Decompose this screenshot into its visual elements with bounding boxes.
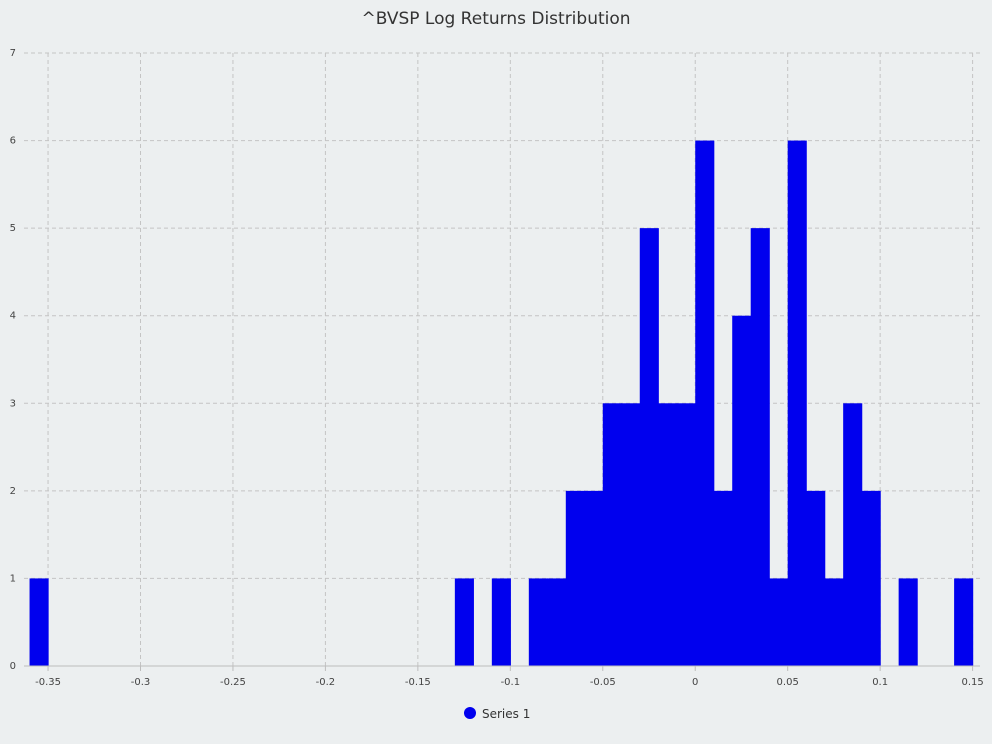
histogram-bar[interactable] — [676, 403, 696, 666]
axis-layer: 0 1 2 3 4 5 6 7 -0.35 -0.3 -0.25 -0.2 -0.15 -0.1 -0.05… — [10, 48, 984, 688]
bars-layer — [29, 140, 974, 667]
histogram-bar[interactable] — [695, 140, 715, 667]
y-tick-label: 5 — [10, 223, 16, 234]
x-tick-label: -0.3 — [131, 677, 151, 688]
y-tick-label: 2 — [10, 486, 16, 497]
histogram-bar[interactable] — [454, 578, 474, 666]
y-tick-label: 6 — [10, 136, 16, 147]
histogram-bar[interactable] — [732, 315, 752, 666]
x-tick-label: 0 — [692, 677, 698, 688]
chart-title: ^BVSP Log Returns Distribution — [361, 9, 630, 29]
histogram-bar[interactable] — [898, 578, 918, 666]
x-tick-label: -0.05 — [590, 677, 616, 688]
histogram-bar[interactable] — [621, 403, 641, 666]
y-tick-label: 1 — [10, 573, 16, 584]
histogram-bar[interactable] — [750, 228, 770, 666]
histogram-bar[interactable] — [584, 490, 604, 666]
histogram-bar[interactable] — [861, 490, 881, 666]
histogram-bar[interactable] — [547, 578, 567, 666]
histogram-bar[interactable] — [824, 578, 844, 666]
histogram-bar[interactable] — [565, 490, 585, 666]
x-tick-label: -0.2 — [316, 677, 336, 688]
histogram-bar[interactable] — [787, 140, 807, 667]
histogram-bar[interactable] — [843, 403, 863, 666]
y-tick-label: 4 — [10, 311, 16, 322]
x-tick-label: 0.05 — [777, 677, 799, 688]
x-tick-label: -0.1 — [501, 677, 521, 688]
x-tick-label: 0.1 — [872, 677, 888, 688]
y-tick-label: 7 — [10, 48, 16, 59]
x-tick-label: -0.15 — [405, 677, 431, 688]
x-tick-label: -0.25 — [220, 677, 246, 688]
histogram-bar[interactable] — [658, 403, 678, 666]
histogram-bar[interactable] — [639, 228, 659, 666]
histogram-bar[interactable] — [769, 578, 789, 666]
histogram-bar[interactable] — [29, 578, 49, 666]
histogram-bar[interactable] — [528, 578, 548, 666]
x-tick-label: 0.15 — [961, 677, 983, 688]
x-tick-label: -0.35 — [35, 677, 61, 688]
histogram-bar[interactable] — [602, 403, 622, 666]
y-tick-label: 3 — [10, 398, 16, 409]
histogram-bar[interactable] — [713, 490, 733, 666]
legend-marker-series-1[interactable] — [464, 707, 476, 719]
legend-label-series-1[interactable]: Series 1 — [482, 707, 530, 721]
y-tick-label: 0 — [10, 661, 16, 672]
histogram-bar[interactable] — [954, 578, 974, 666]
histogram-bar[interactable] — [491, 578, 511, 666]
grid-layer — [24, 52, 980, 666]
histogram-bar[interactable] — [806, 490, 826, 666]
legend[interactable]: Series 1 — [464, 707, 530, 721]
